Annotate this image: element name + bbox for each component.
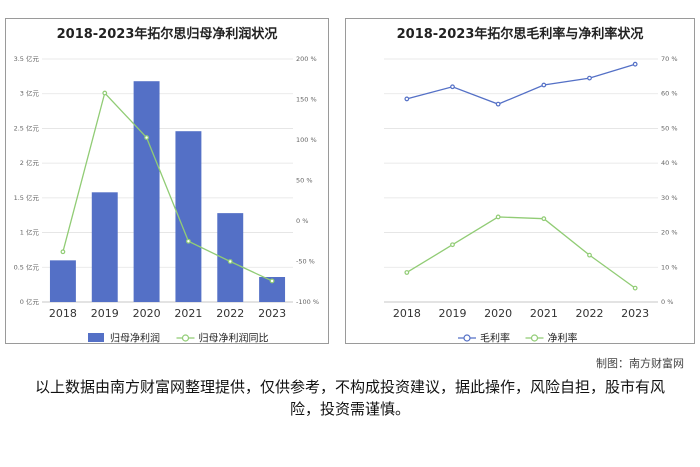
y2-tick-label: 20 % — [661, 229, 678, 237]
x-tick-label: 2021 — [530, 307, 558, 320]
legend-marker — [463, 334, 471, 342]
y2-tick-label: 50 % — [661, 124, 678, 132]
x-tick-label: 2019 — [439, 307, 467, 320]
x-tick-label: 2020 — [133, 307, 161, 320]
chart-title: 2018-2023年拓尔思毛利率与净利率状况 — [397, 26, 644, 42]
data-point — [404, 96, 410, 102]
data-point — [587, 75, 592, 81]
legend-label: 净利率 — [548, 332, 578, 344]
data-point — [60, 249, 66, 255]
legend-marker — [181, 334, 190, 342]
x-tick-label: 2023 — [258, 307, 286, 320]
data-point — [450, 84, 455, 90]
x-tick-label: 2019 — [91, 307, 119, 320]
y2-tick-label: 40 % — [661, 159, 678, 167]
data-point — [541, 216, 547, 222]
y-tick-label: 3.5 亿元 — [14, 54, 40, 63]
y2-tick-label: 50 % — [296, 177, 313, 185]
y2-tick-label: 0 % — [296, 217, 308, 225]
bar — [175, 131, 202, 302]
y2-tick-label: 10 % — [661, 263, 678, 271]
data-point — [269, 278, 275, 284]
margin-chart: 2018-2023年拓尔思毛利率与净利率状况 0 % 10 % 20 % 30 % 40 … — [384, 26, 678, 344]
y2-tick-label: -100 % — [296, 298, 319, 306]
legend-label: 归母净利润 — [110, 332, 160, 344]
x-tick-label: 2022 — [216, 307, 244, 320]
data-point — [632, 285, 638, 291]
data-point — [404, 270, 410, 275]
data-point — [102, 90, 108, 96]
x-tick-label: 2018 — [393, 307, 421, 320]
data-point — [632, 61, 638, 67]
data-point — [541, 82, 547, 88]
chart-credit: 制图：南方财富网 — [596, 357, 684, 370]
data-point — [450, 242, 455, 248]
y2-tick-label: 0 % — [661, 298, 673, 306]
data-point — [495, 101, 501, 107]
series-line — [62, 91, 273, 282]
chart-title: 2018-2023年拓尔思归母净利润状况 — [57, 26, 278, 42]
data-point — [495, 214, 501, 220]
data-point — [587, 252, 592, 258]
bar — [49, 260, 76, 302]
x-tick-label: 2021 — [174, 307, 202, 320]
y2-tick-label: 100 % — [296, 136, 317, 144]
legend-label: 毛利率 — [480, 332, 510, 344]
data-point — [144, 135, 149, 140]
y-tick-label: 1.5 亿元 — [14, 193, 40, 202]
y2-tick-label: 60 % — [661, 90, 678, 98]
y-tick-label: 3 亿元 — [20, 89, 40, 98]
x-tick-label: 2023 — [621, 307, 649, 320]
legend-swatch — [88, 333, 104, 342]
bar — [133, 81, 160, 302]
series-line — [406, 216, 636, 289]
y-tick-label: 0 亿元 — [20, 297, 40, 306]
y-tick-label: 2 亿元 — [20, 158, 40, 167]
net-profit-chart: 2018-2023年拓尔思归母净利润状况 0 亿元 0.5 亿元 1 亿元 1.5 亿元… — [14, 26, 319, 344]
bar — [91, 192, 118, 302]
net-profit-chart-panel: 2018-2023年拓尔思归母净利润状况 0 亿元 0.5 亿元 1 亿元 1.5 亿元… — [5, 18, 329, 344]
y-tick-label: 2.5 亿元 — [14, 123, 40, 132]
y2-tick-label: 200 % — [296, 55, 317, 63]
y-tick-label: 0.5 亿元 — [14, 262, 40, 271]
margin-chart-panel: 2018-2023年拓尔思毛利率与净利率状况 0 % 10 % 20 % 30 % 40 … — [345, 18, 695, 344]
series-line — [406, 63, 636, 105]
y-tick-label: 1 亿元 — [20, 228, 40, 237]
data-point — [186, 238, 191, 244]
y2-tick-label: 150 % — [296, 96, 317, 104]
disclaimer-text: 以上数据由南方财富网整理提供，仅供参考，不构成投资建议，据此操作，风险自担，股市… — [34, 378, 665, 418]
y2-tick-label: 70 % — [661, 55, 678, 63]
y2-tick-label: 30 % — [661, 194, 678, 202]
x-tick-label: 2020 — [484, 307, 512, 320]
legend-marker — [530, 334, 539, 342]
legend-label: 归母净利润同比 — [199, 332, 269, 344]
x-tick-label: 2022 — [576, 307, 604, 320]
data-point — [227, 259, 233, 264]
x-tick-label: 2018 — [49, 307, 77, 320]
y2-tick-label: -50 % — [296, 258, 315, 266]
